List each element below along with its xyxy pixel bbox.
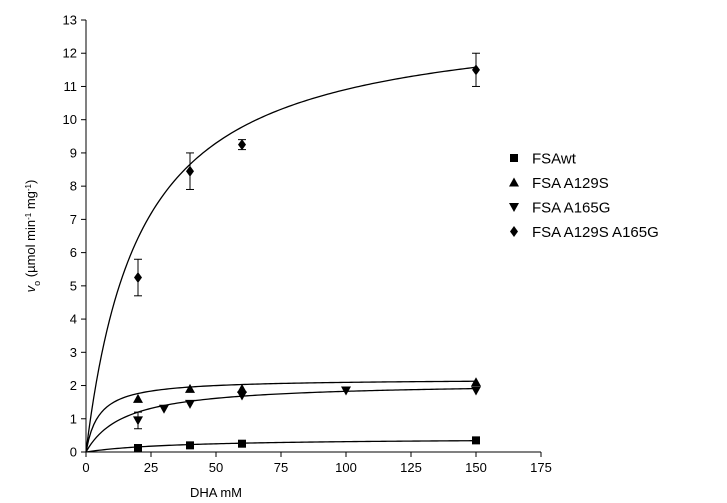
y-tick-label: 8 xyxy=(70,179,77,194)
fit-curve-fsa-a129s-a165g xyxy=(85,66,477,453)
y-tick-label: 10 xyxy=(63,112,77,127)
y-axis-title-part: (µmol min xyxy=(23,220,38,281)
y-tick-label: 9 xyxy=(70,145,77,160)
x-tick-label: 150 xyxy=(465,460,487,475)
data-point-fsa-a129s xyxy=(237,383,247,393)
y-axis-title: vo (µmol min-1 mg-1) xyxy=(23,180,42,293)
fit-curve-fsa-a165g xyxy=(85,387,477,453)
y-tick-label: 0 xyxy=(70,445,77,460)
y-tick-label: 2 xyxy=(70,378,77,393)
y-axis-title-sup: -1 xyxy=(24,183,33,191)
data-point-fsawt xyxy=(472,436,480,445)
legend-marker-fsa-a129s-a165g xyxy=(510,226,518,237)
data-point-fsa-a129s-a165g xyxy=(238,139,246,151)
series-fsa-a165g xyxy=(85,386,481,453)
data-point-fsa-a165g xyxy=(133,416,143,426)
plot-area xyxy=(85,52,481,453)
data-point-fsa-a165g xyxy=(237,391,247,401)
x-tick-label: 175 xyxy=(530,460,552,475)
fit-curve-fsa-a129s xyxy=(85,380,477,453)
legend-marker-fsawt xyxy=(510,154,518,162)
data-point-fsa-a129s-a165g xyxy=(472,64,480,76)
data-point-fsa-a165g xyxy=(159,404,169,414)
legend-label-fsawt: FSAwt xyxy=(532,151,577,168)
data-point-fsa-a129s-a165g xyxy=(134,272,142,284)
y-tick-label: 1 xyxy=(70,411,77,426)
data-point-fsawt xyxy=(238,439,246,448)
data-point-fsa-a129s xyxy=(471,377,481,387)
legend: FSAwt FSA A129S FSA A165G FSA A129S A165G xyxy=(509,151,659,241)
y-tick-label: 5 xyxy=(70,278,77,293)
x-tick-label: 25 xyxy=(144,460,158,475)
x-tick-label: 75 xyxy=(274,460,288,475)
legend-marker-fsa-a129s xyxy=(509,177,519,187)
series-fsa-a129s-a165g xyxy=(85,52,480,453)
y-tick-label: 13 xyxy=(63,13,77,28)
x-tick-label: 100 xyxy=(335,460,357,475)
legend-label-fsa-a129s: FSA A129S xyxy=(532,175,609,192)
data-point-fsa-a165g xyxy=(341,386,351,396)
y-tick-label: 12 xyxy=(63,46,77,61)
x-tick-label: 50 xyxy=(209,460,223,475)
y-tick-label: 4 xyxy=(70,312,77,327)
legend-item-fsa-a129s: FSA A129S xyxy=(509,175,609,192)
y-tick-label: 3 xyxy=(70,345,77,360)
legend-marker-fsa-a165g xyxy=(509,203,519,212)
legend-label-fsa-a129s-a165g: FSA A129S A165G xyxy=(532,224,659,241)
legend-label-fsa-a165g: FSA A165G xyxy=(532,200,610,217)
y-axis-title-sup: -1 xyxy=(24,212,33,220)
data-point-fsawt xyxy=(186,441,194,450)
series-fsa-a129s xyxy=(85,377,481,453)
data-point-fsa-a129s xyxy=(185,383,195,393)
fit-curve-fsawt xyxy=(85,440,477,453)
x-tick-label: 0 xyxy=(82,460,89,475)
y-tick-label: 6 xyxy=(70,245,77,260)
y-axis-title-sub: o xyxy=(32,281,42,286)
data-point-fsa-a165g xyxy=(185,399,195,409)
y-axis-title-var: v xyxy=(23,284,38,292)
data-point-fsa-a165g xyxy=(471,386,481,396)
legend-item-fsa-a165g: FSA A165G xyxy=(509,200,610,217)
data-point-fsa-a129s-a165g xyxy=(186,165,194,177)
legend-item-fsawt: FSAwt xyxy=(510,151,577,168)
y-axis-title-part: mg xyxy=(23,191,38,213)
y-tick-label: 11 xyxy=(64,79,78,94)
x-tick-label: 125 xyxy=(400,460,422,475)
y-tick-label: 7 xyxy=(70,212,77,227)
x-axis-title: DHA mM xyxy=(190,485,242,500)
data-point-fsawt xyxy=(134,444,142,453)
legend-item-fsa-a129s-a165g: FSA A129S A165G xyxy=(510,224,659,241)
data-point-fsa-a129s xyxy=(133,393,143,403)
y-axis-title-part: ) xyxy=(23,180,38,184)
series-fsawt xyxy=(85,436,480,453)
